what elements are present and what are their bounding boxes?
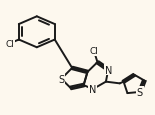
Text: Cl: Cl xyxy=(5,40,14,49)
Text: S: S xyxy=(58,74,64,84)
Text: N: N xyxy=(104,65,112,75)
Text: S: S xyxy=(137,87,143,97)
Text: N: N xyxy=(89,84,97,94)
Text: Cl: Cl xyxy=(90,47,99,56)
